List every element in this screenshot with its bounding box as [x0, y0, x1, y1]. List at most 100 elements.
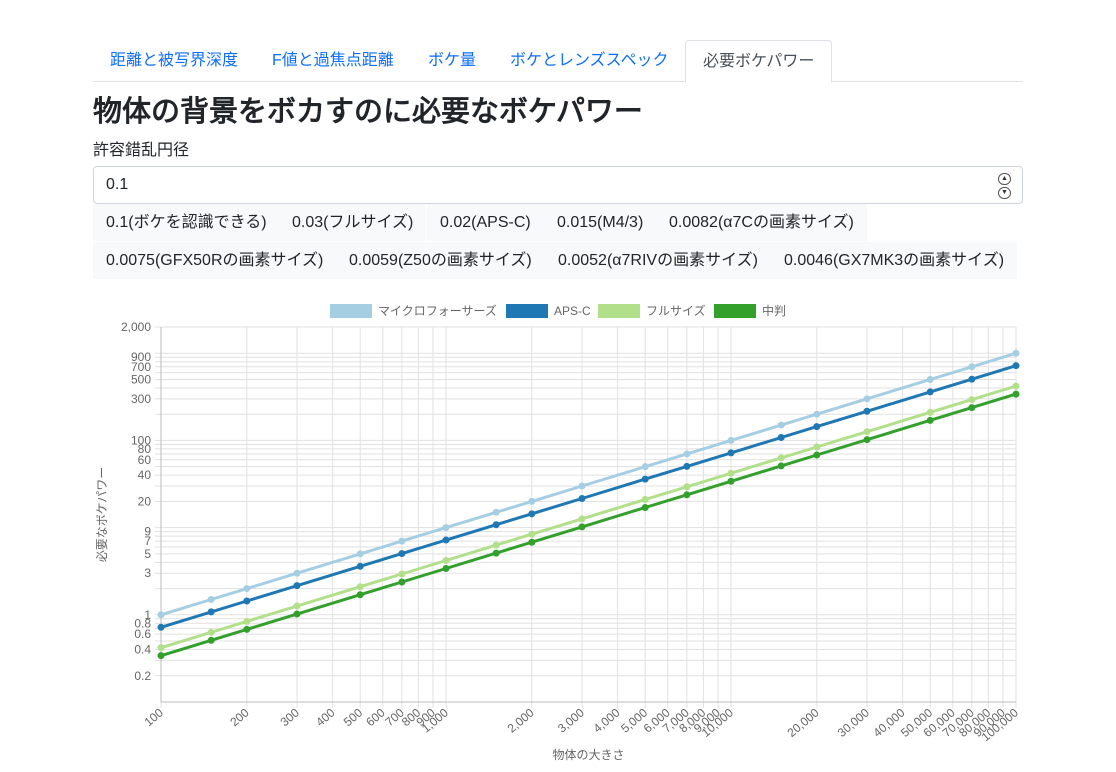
- tab-required-bokeh-power[interactable]: 必要ボケパワー: [685, 40, 833, 83]
- tab-fnumber-hyperfocal[interactable]: F値と過焦点距離: [272, 52, 394, 69]
- data-point[interactable]: [863, 395, 871, 403]
- data-point[interactable]: [968, 375, 976, 383]
- chevron-up-icon[interactable]: ▲: [998, 173, 1011, 185]
- data-point[interactable]: [683, 450, 691, 458]
- data-point[interactable]: [442, 524, 450, 532]
- data-point[interactable]: [683, 491, 691, 499]
- data-point[interactable]: [293, 569, 301, 577]
- data-point[interactable]: [207, 595, 215, 603]
- data-point[interactable]: [1012, 390, 1020, 398]
- tab-distance-dof[interactable]: 距離と被写界深度: [110, 52, 239, 69]
- preset-button-0-0046[interactable]: 0.0046(GX7MK3の画素サイズ): [771, 242, 1018, 279]
- data-point[interactable]: [442, 564, 450, 572]
- data-point[interactable]: [356, 583, 364, 591]
- data-point[interactable]: [243, 617, 251, 625]
- data-point[interactable]: [492, 508, 500, 516]
- data-point[interactable]: [398, 578, 406, 586]
- data-point[interactable]: [356, 591, 364, 599]
- data-point[interactable]: [157, 652, 165, 660]
- data-point[interactable]: [243, 597, 251, 605]
- data-point[interactable]: [578, 523, 586, 531]
- data-point[interactable]: [641, 463, 649, 471]
- data-point[interactable]: [813, 423, 821, 431]
- data-point[interactable]: [683, 462, 691, 470]
- data-point[interactable]: [492, 541, 500, 549]
- legend-item[interactable]: APS-C: [506, 304, 591, 318]
- data-point[interactable]: [1012, 362, 1020, 370]
- data-point[interactable]: [1012, 382, 1020, 390]
- data-point[interactable]: [777, 434, 785, 442]
- data-point[interactable]: [727, 477, 735, 485]
- preset-button-0-015[interactable]: 0.015(M4/3): [544, 204, 657, 241]
- chart-series: [157, 349, 1020, 660]
- legend-item[interactable]: 中判: [714, 303, 786, 318]
- preset-button-0-0075[interactable]: 0.0075(GFX50Rの画素サイズ): [93, 242, 337, 279]
- data-point[interactable]: [398, 570, 406, 578]
- data-point[interactable]: [683, 483, 691, 491]
- data-point[interactable]: [157, 623, 165, 631]
- data-point[interactable]: [293, 582, 301, 590]
- preset-button-0-03[interactable]: 0.03(フルサイズ): [279, 204, 427, 241]
- preset-button-0-0059[interactable]: 0.0059(Z50の画素サイズ): [336, 242, 545, 279]
- data-point[interactable]: [157, 644, 165, 652]
- data-point[interactable]: [528, 497, 536, 505]
- data-point[interactable]: [578, 515, 586, 523]
- data-point[interactable]: [926, 388, 934, 396]
- data-point[interactable]: [968, 363, 976, 371]
- tab-bokeh-amount[interactable]: ボケ量: [428, 52, 477, 69]
- coc-input[interactable]: [106, 167, 976, 203]
- data-point[interactable]: [813, 410, 821, 418]
- data-point[interactable]: [813, 443, 821, 451]
- legend-item[interactable]: マイクロフォーサーズ: [330, 303, 497, 318]
- preset-button-0-02[interactable]: 0.02(APS-C): [427, 204, 544, 241]
- preset-button-0-1[interactable]: 0.1(ボケを認識できる): [93, 204, 280, 241]
- data-point[interactable]: [243, 585, 251, 593]
- data-point[interactable]: [813, 451, 821, 459]
- data-point[interactable]: [243, 625, 251, 633]
- tab-bokeh-lens-spec[interactable]: ボケとレンズスペック: [510, 52, 669, 69]
- data-point[interactable]: [641, 475, 649, 483]
- data-point[interactable]: [442, 536, 450, 544]
- data-point[interactable]: [777, 454, 785, 462]
- data-point[interactable]: [528, 530, 536, 538]
- data-point[interactable]: [356, 562, 364, 570]
- chevron-down-icon[interactable]: ▼: [998, 187, 1011, 199]
- data-point[interactable]: [492, 521, 500, 529]
- data-point[interactable]: [926, 375, 934, 383]
- legend-item[interactable]: フルサイズ: [598, 303, 706, 318]
- data-point[interactable]: [727, 469, 735, 477]
- data-point[interactable]: [777, 462, 785, 470]
- data-point[interactable]: [293, 602, 301, 610]
- data-point[interactable]: [863, 428, 871, 436]
- preset-button-0-0082[interactable]: 0.0082(α7Cの画素サイズ): [656, 204, 867, 241]
- data-point[interactable]: [207, 628, 215, 636]
- data-point[interactable]: [207, 608, 215, 616]
- preset-button-0-0052[interactable]: 0.0052(α7RIVの画素サイズ): [545, 242, 771, 279]
- data-point[interactable]: [641, 496, 649, 504]
- data-point[interactable]: [398, 537, 406, 545]
- data-point[interactable]: [727, 449, 735, 457]
- data-point[interactable]: [442, 556, 450, 564]
- data-point[interactable]: [777, 421, 785, 429]
- data-point[interactable]: [641, 504, 649, 512]
- data-point[interactable]: [356, 550, 364, 558]
- data-point[interactable]: [863, 407, 871, 415]
- data-point[interactable]: [863, 436, 871, 444]
- data-point[interactable]: [492, 549, 500, 557]
- data-point[interactable]: [968, 404, 976, 412]
- data-point[interactable]: [398, 550, 406, 558]
- data-point[interactable]: [578, 494, 586, 502]
- data-point[interactable]: [1012, 349, 1020, 357]
- number-spinner[interactable]: ▲ ▼: [998, 173, 1011, 199]
- data-point[interactable]: [926, 408, 934, 416]
- data-point[interactable]: [968, 396, 976, 404]
- data-point[interactable]: [207, 636, 215, 644]
- data-point[interactable]: [293, 610, 301, 618]
- data-point[interactable]: [578, 482, 586, 490]
- data-point[interactable]: [157, 611, 165, 619]
- data-point[interactable]: [528, 538, 536, 546]
- y-tick-label: 0.4: [134, 643, 151, 657]
- data-point[interactable]: [727, 436, 735, 444]
- data-point[interactable]: [926, 416, 934, 424]
- data-point[interactable]: [528, 510, 536, 518]
